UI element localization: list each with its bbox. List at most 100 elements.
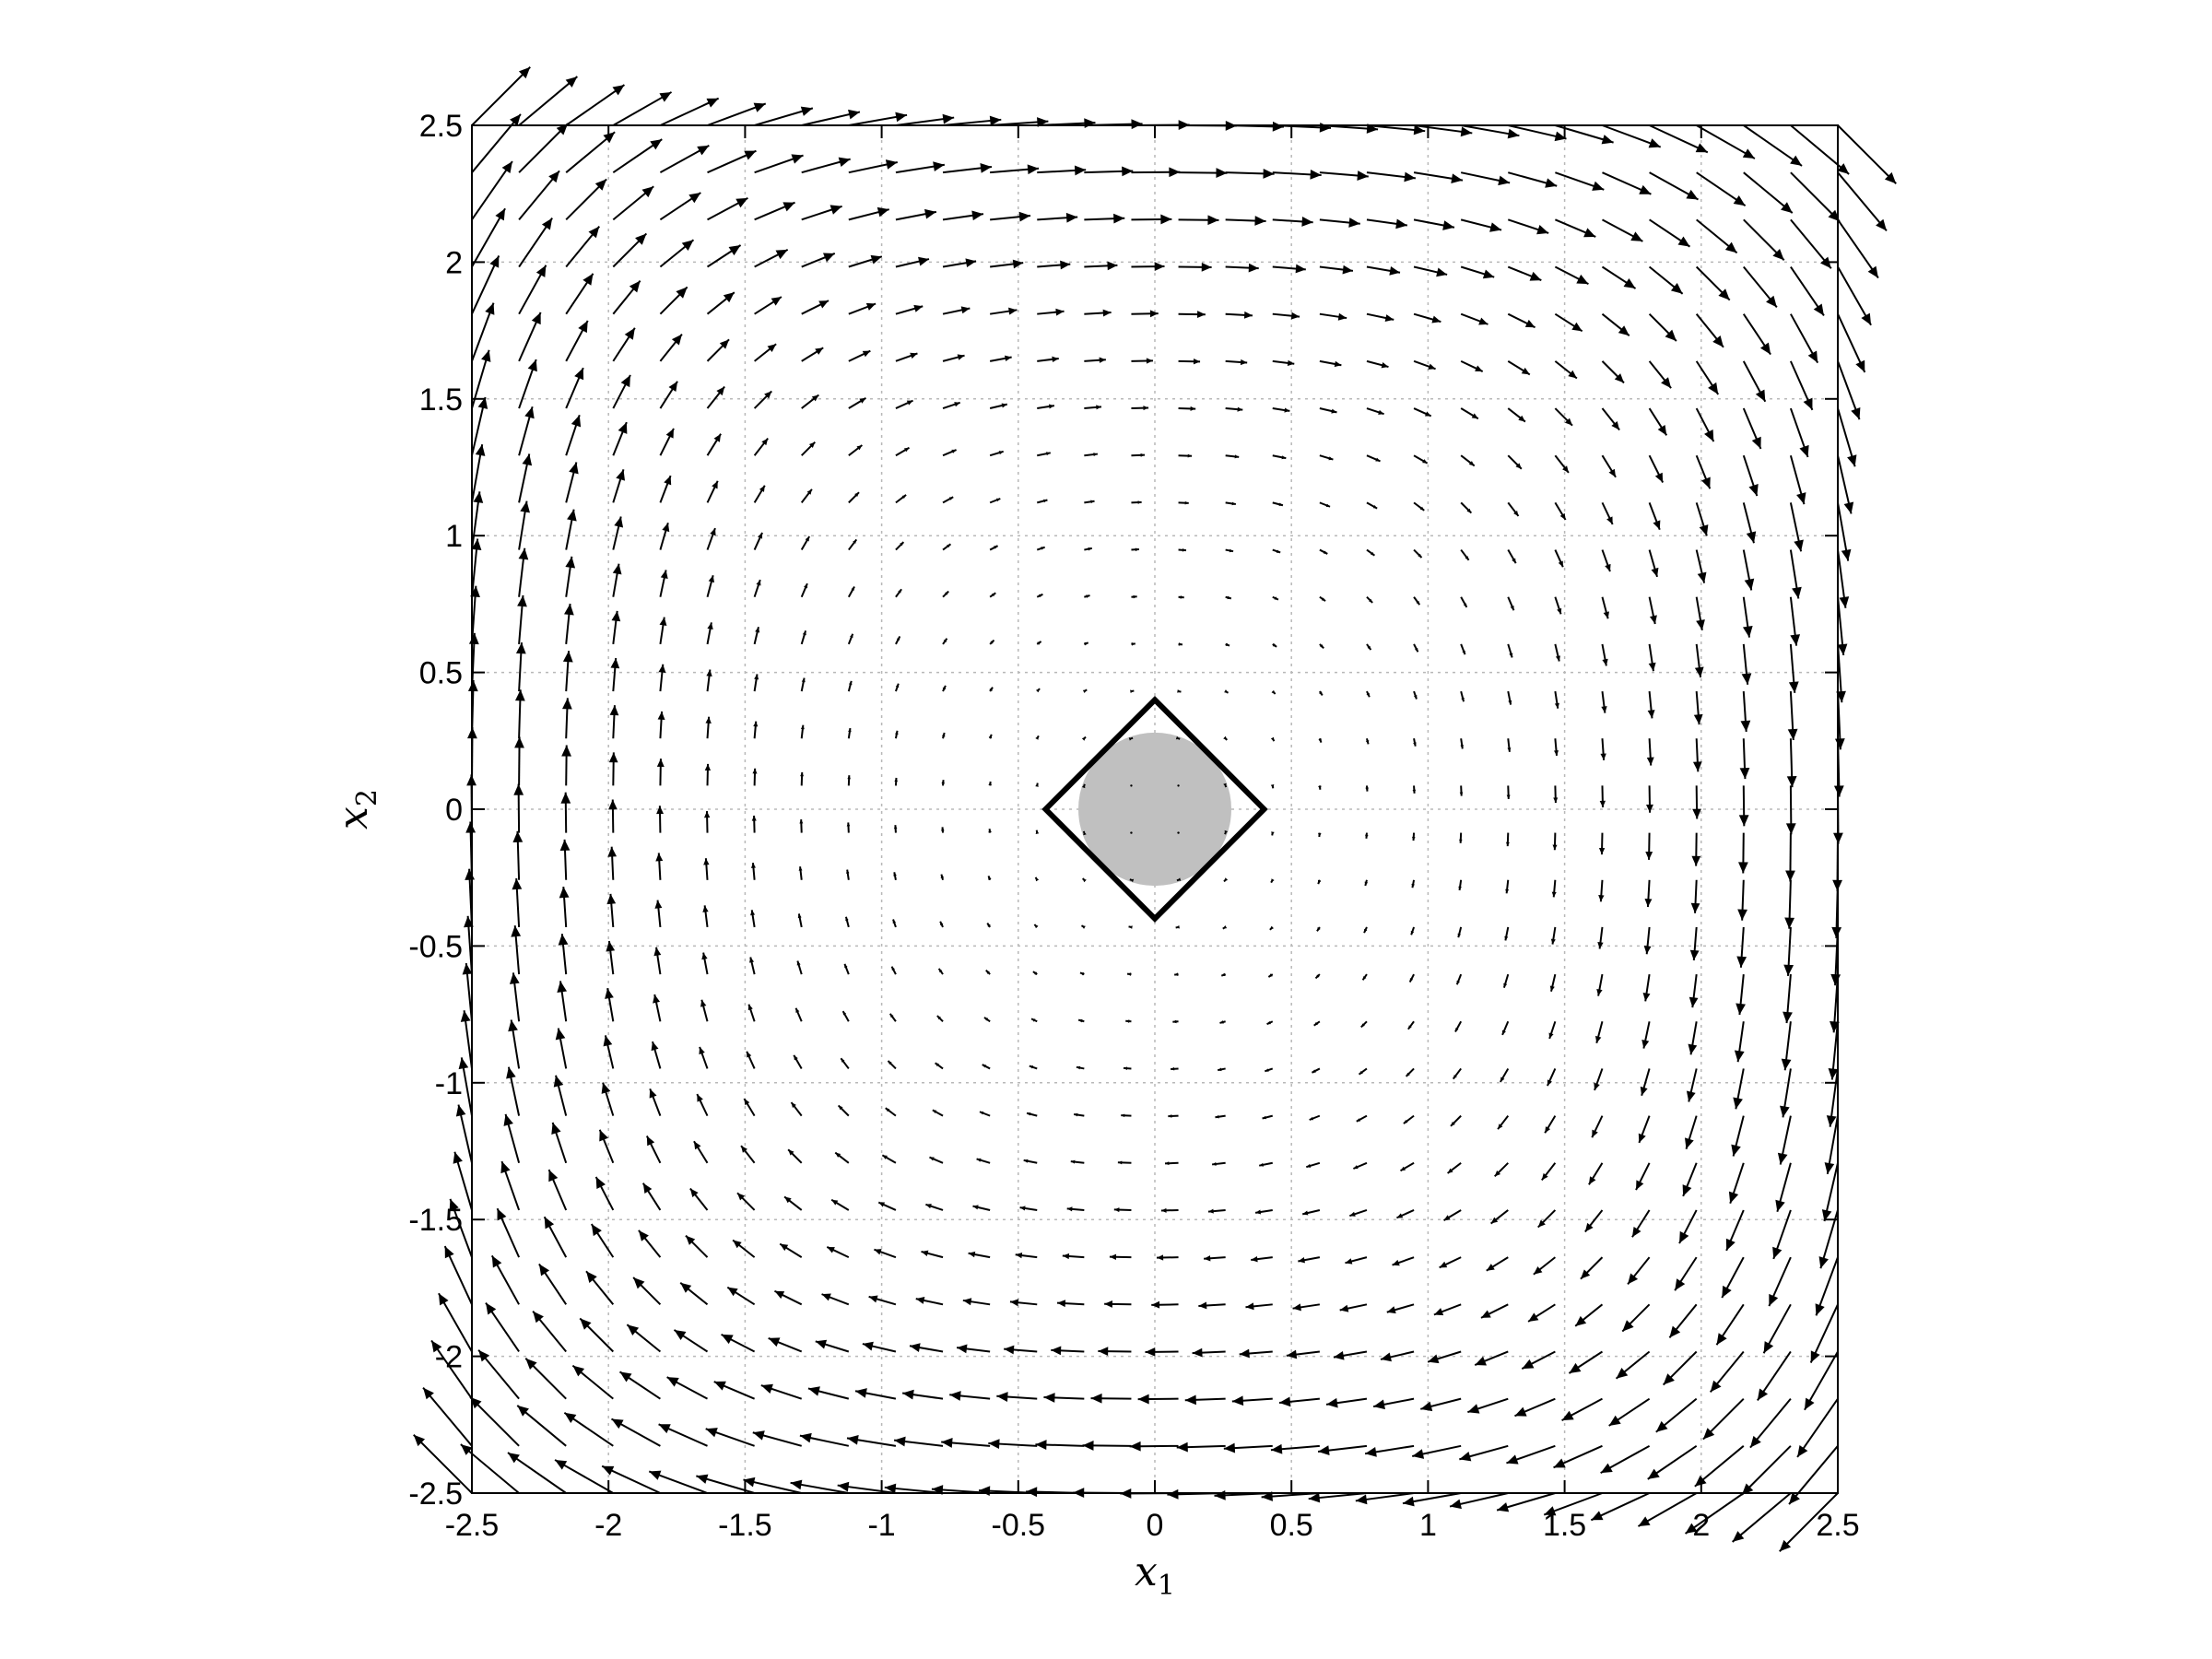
vector-arrow: [1743, 171, 1794, 214]
vector-arrow: [790, 1479, 850, 1494]
vector-arrow: [1568, 1350, 1604, 1374]
vector-arrow: [1130, 689, 1135, 694]
vector-arrow: [1449, 1492, 1509, 1510]
vector-arrow: [1668, 1303, 1698, 1338]
vector-arrow: [706, 480, 719, 503]
vector-arrow: [1413, 643, 1419, 653]
vector-arrow: [754, 248, 789, 268]
vector-arrow: [1084, 547, 1092, 551]
vector-arrow: [790, 1101, 803, 1117]
vector-arrow: [1554, 454, 1570, 474]
vector-arrow: [1131, 594, 1137, 599]
vector-arrow: [848, 159, 898, 174]
vector-arrow: [768, 1336, 803, 1353]
vector-arrow: [989, 403, 1008, 410]
vector-arrow: [1125, 1019, 1132, 1023]
vector-arrow: [1314, 973, 1321, 980]
vector-arrow: [1176, 1441, 1226, 1453]
vector-arrow: [893, 1436, 944, 1447]
vector-arrow: [986, 923, 991, 928]
vector-arrow: [1600, 1444, 1651, 1474]
vector-arrow: [1467, 1397, 1509, 1414]
vector-arrow: [1496, 1492, 1556, 1512]
vector-arrow: [1126, 972, 1132, 976]
vector-arrow: [1405, 1067, 1415, 1077]
vector-arrow: [942, 449, 957, 457]
vector-arrow: [1460, 454, 1476, 467]
vector-arrow: [1692, 785, 1701, 819]
y-tick-label: -1: [435, 1066, 463, 1101]
vector-arrow: [555, 1028, 568, 1069]
vector-arrow: [1408, 973, 1415, 982]
vector-arrow: [598, 1129, 615, 1164]
vector-arrow: [612, 185, 654, 221]
vector-arrow: [753, 437, 769, 456]
vector-arrow: [1301, 1208, 1321, 1216]
vector-arrow: [561, 745, 571, 786]
vector-arrow: [942, 306, 971, 315]
vector-arrow: [658, 664, 666, 692]
vector-arrow: [1690, 879, 1700, 913]
vector-arrow: [1779, 1492, 1839, 1552]
vector-arrow: [1789, 360, 1814, 411]
vector-arrow: [1215, 1114, 1226, 1119]
vector-arrow: [1688, 973, 1699, 1008]
vector-arrow: [1743, 124, 1803, 167]
vector-arrow: [443, 1245, 473, 1305]
vector-arrow: [1608, 1397, 1651, 1427]
vector-arrow: [524, 1358, 567, 1400]
vector-arrow: [1043, 1393, 1085, 1403]
vector-arrow: [1554, 360, 1578, 380]
vector-arrow: [565, 84, 626, 126]
vector-arrow: [1319, 454, 1334, 461]
vector-arrow: [1413, 501, 1425, 512]
vector-arrow: [1598, 832, 1606, 855]
vector-arrow: [565, 178, 607, 221]
vector-arrow: [1547, 1068, 1557, 1087]
vector-arrow: [1648, 549, 1659, 578]
vector-arrow: [753, 485, 766, 503]
vector-arrow: [605, 988, 615, 1022]
vector-arrow: [1789, 454, 1806, 505]
vector-arrow: [987, 876, 992, 881]
vector-arrow: [689, 1187, 709, 1211]
vector-arrow: [1145, 1347, 1179, 1357]
vector-arrow: [847, 680, 853, 692]
vector-arrow: [1081, 783, 1086, 789]
vector-arrow: [496, 1207, 521, 1258]
vector-arrow: [1178, 500, 1189, 505]
x-tick-label: -2: [594, 1508, 622, 1543]
vector-arrow: [1225, 548, 1234, 553]
vector-arrow: [1735, 974, 1746, 1016]
vector-arrow: [1225, 311, 1253, 319]
vector-arrow: [666, 1376, 708, 1400]
vector-arrow: [989, 592, 996, 598]
vector-arrow: [1004, 1345, 1038, 1355]
vector-arrow: [657, 711, 665, 739]
vector-arrow: [579, 1317, 615, 1353]
vector-arrow: [554, 1459, 614, 1494]
vector-arrow: [1413, 265, 1448, 277]
vector-arrow: [1497, 1115, 1510, 1130]
vector-arrow: [1366, 501, 1378, 510]
vector-arrow: [1272, 548, 1281, 554]
vector-arrow: [703, 858, 710, 880]
vector-arrow: [1420, 1397, 1462, 1412]
vector-arrow: [801, 205, 842, 221]
vector-arrow: [1223, 735, 1229, 741]
vector-arrow: [1121, 1113, 1132, 1118]
x-tick-label: 2: [1692, 1508, 1710, 1543]
vector-arrow: [1809, 1303, 1839, 1363]
vector-arrow: [1366, 454, 1381, 463]
vector-arrow: [1036, 499, 1048, 504]
vector-arrow: [606, 893, 617, 928]
vector-arrow: [847, 727, 852, 739]
vector-arrow: [1178, 453, 1193, 458]
vector-arrow: [989, 498, 1001, 504]
vector-arrow: [807, 1386, 850, 1400]
vector-arrow: [798, 866, 803, 880]
vector-arrow: [1696, 124, 1756, 159]
y-tick-label: 1: [445, 519, 463, 554]
vector-arrow: [518, 500, 530, 550]
